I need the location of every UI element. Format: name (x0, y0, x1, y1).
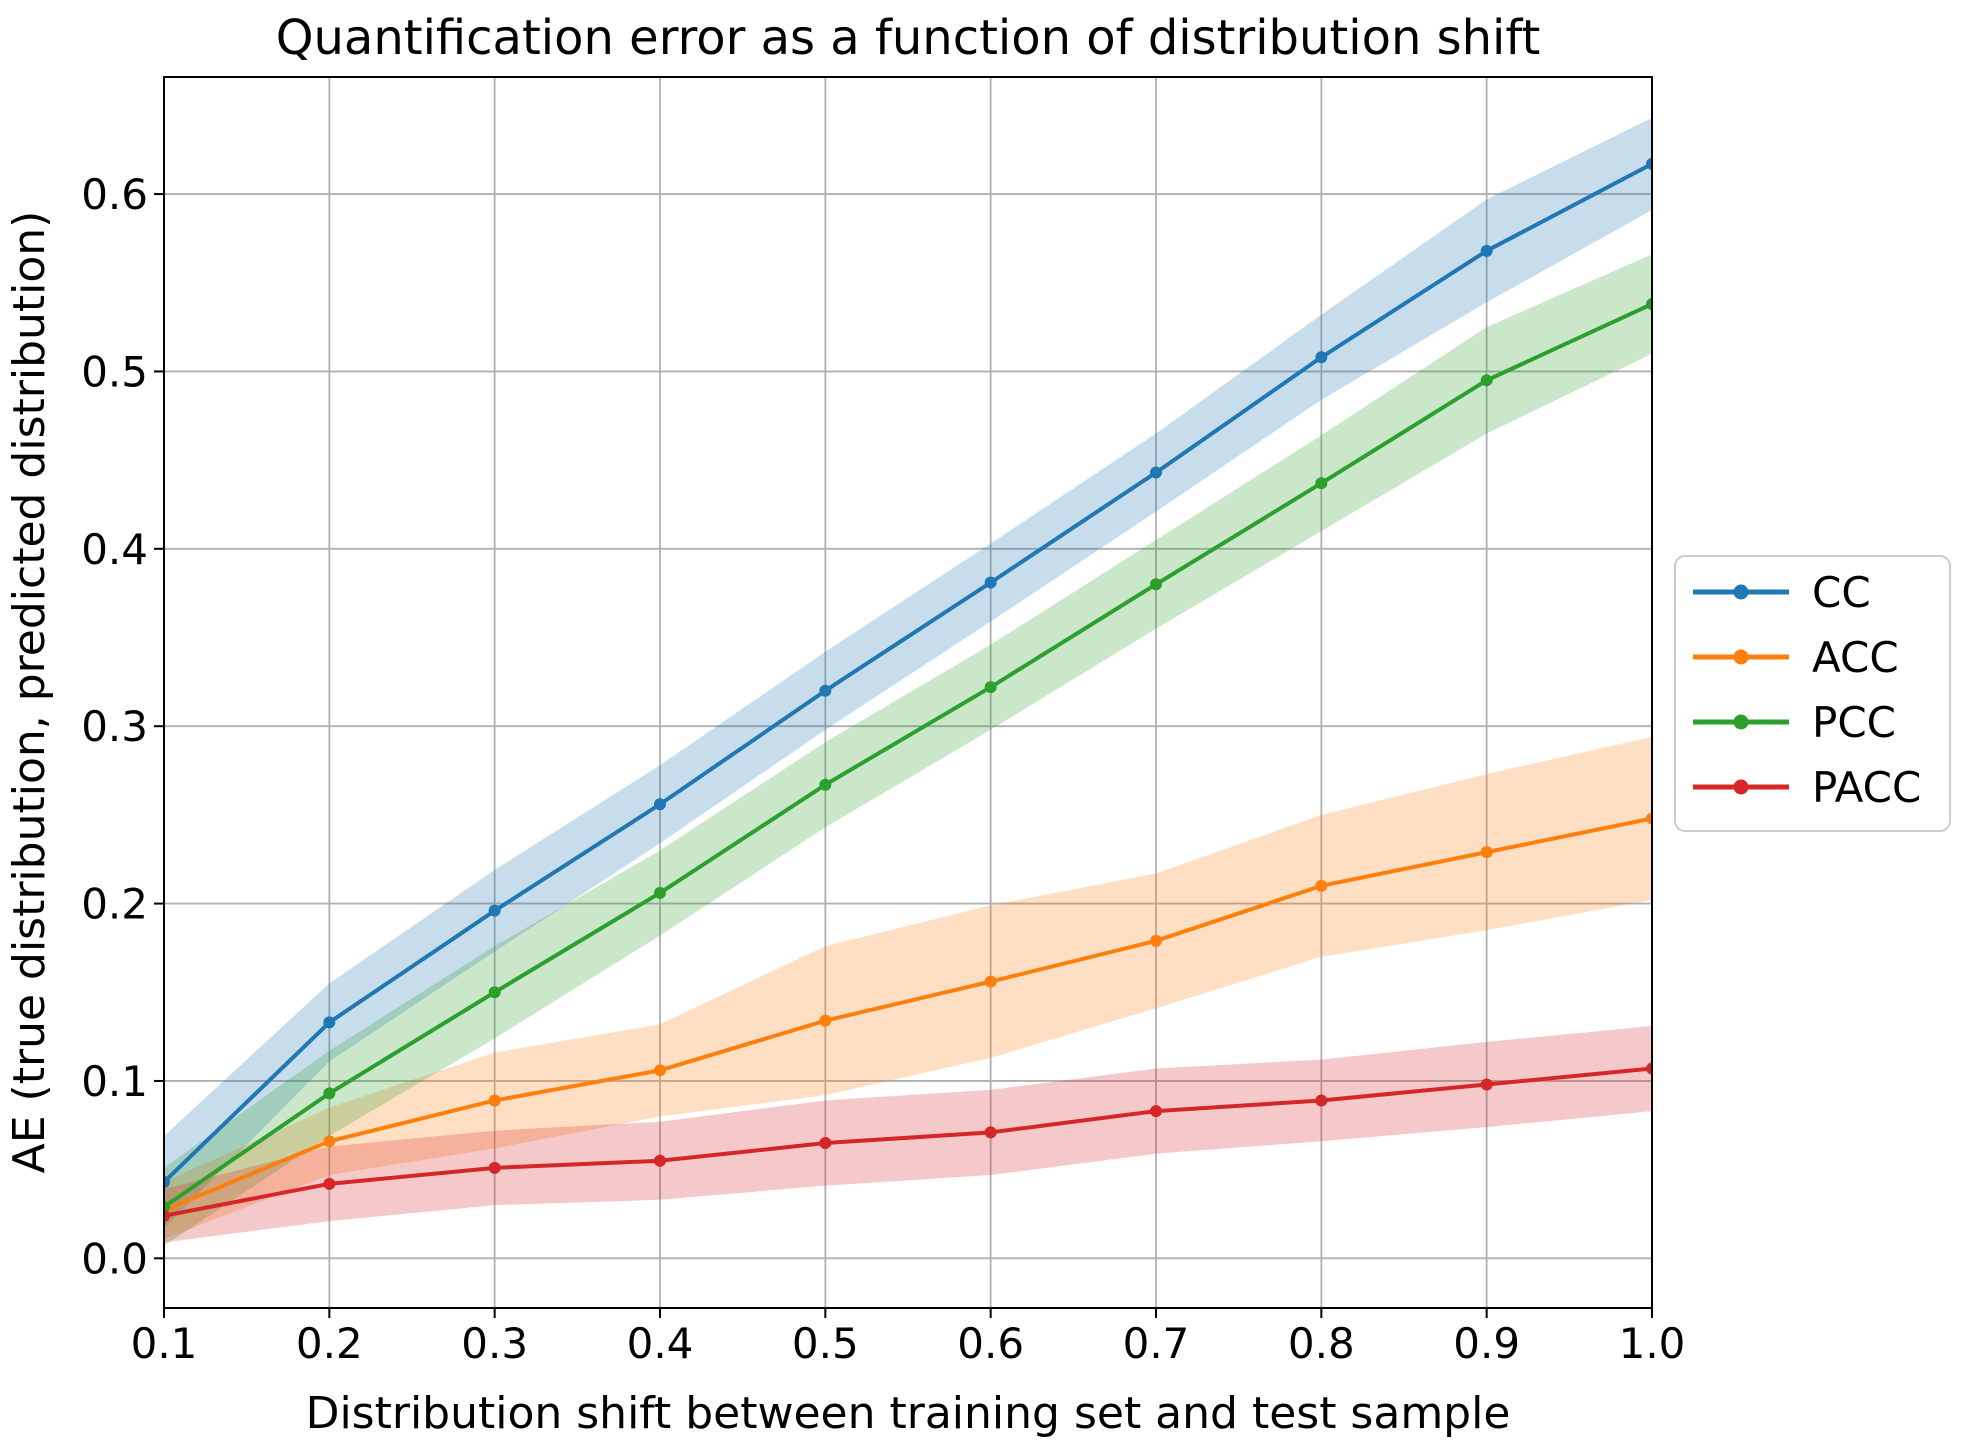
data-point-pacc (323, 1177, 336, 1190)
data-point-pacc (1646, 1062, 1652, 1075)
data-point-pcc (1646, 298, 1652, 311)
series-pacc (164, 1062, 1652, 1222)
x-tick-label: 0.4 (627, 1319, 694, 1368)
plot-border (163, 76, 1653, 1309)
legend-entry-cc: CC (1693, 568, 1871, 617)
y-axis-label: AE (true distribution, predicted distrib… (4, 211, 55, 1174)
data-point-acc (984, 975, 997, 988)
data-point-cc (1480, 244, 1493, 257)
legend-entry-pcc: PCC (1693, 698, 1896, 747)
legend-box (1674, 555, 1951, 832)
confidence-band-pcc (164, 254, 1652, 1246)
y-tick-label: 0.2 (81, 880, 148, 929)
data-point-cc (1646, 157, 1652, 170)
data-point-pcc (654, 886, 666, 899)
confidence-band-pacc (164, 1025, 1652, 1243)
data-point-pcc (1315, 477, 1328, 490)
y-tick-label: 0.1 (81, 1057, 148, 1106)
data-point-pcc (1150, 578, 1162, 591)
data-point-cc (323, 1016, 336, 1029)
x-tick-label: 1.0 (1619, 1319, 1686, 1368)
axis-ticks (154, 193, 1653, 1318)
x-tick-label: 0.2 (296, 1319, 363, 1368)
data-point-pcc (323, 1087, 336, 1100)
x-tick-label: 0.7 (1123, 1319, 1190, 1368)
legend-entry-acc: ACC (1693, 633, 1899, 682)
series-cc (164, 157, 1652, 1189)
plot-frame (163, 76, 1653, 1309)
legend-marker (1733, 649, 1749, 665)
legend-marker (1733, 584, 1749, 600)
data-point-pacc (984, 1126, 997, 1139)
data-point-pcc (1480, 374, 1493, 387)
legend-label: PACC (1812, 763, 1921, 812)
data-point-acc (1480, 846, 1493, 859)
series-line-pcc (164, 302, 1652, 1209)
y-tick-label: 0.4 (81, 525, 148, 574)
data-point-acc (1315, 879, 1328, 892)
legend-marker (1733, 714, 1749, 730)
legend-label: PCC (1812, 698, 1896, 747)
data-point-cc (819, 684, 832, 697)
data-point-acc (1646, 812, 1652, 825)
y-tick-label: 0.3 (81, 702, 148, 751)
x-tick-label: 0.6 (957, 1319, 1024, 1368)
data-point-pcc (819, 778, 832, 791)
x-axis-label: Distribution shift between training set … (306, 1388, 1511, 1439)
data-point-pcc (164, 1200, 170, 1213)
data-point-cc (164, 1176, 170, 1189)
legend-label: CC (1812, 568, 1871, 617)
legend-marker (1733, 779, 1749, 795)
y-tick-label: 0.0 (81, 1234, 148, 1283)
data-point-acc (654, 1064, 666, 1077)
legend-label: ACC (1812, 633, 1899, 682)
data-point-pacc (654, 1154, 666, 1167)
x-tick-label: 0.1 (131, 1319, 198, 1368)
x-tick-label: 0.9 (1453, 1319, 1520, 1368)
chart-title: Quantification error as a function of di… (276, 10, 1541, 66)
y-tick-label: 0.6 (81, 170, 148, 219)
x-tick-label: 0.3 (461, 1319, 528, 1368)
series-pcc (164, 298, 1652, 1213)
x-tick-label: 0.8 (1288, 1319, 1355, 1368)
data-point-pacc (488, 1161, 501, 1174)
confidence-bands (164, 117, 1652, 1246)
confidence-band-cc (164, 117, 1652, 1229)
data-point-pcc (488, 986, 501, 999)
legend: CC ACC PCC PACC (1674, 555, 1951, 832)
series-line-acc (164, 816, 1652, 1213)
data-point-pcc (984, 681, 997, 694)
data-point-cc (654, 798, 666, 811)
series-line-cc (164, 161, 1652, 1185)
series-lines (164, 157, 1652, 1222)
data-point-pacc (819, 1137, 832, 1150)
data-point-cc (1315, 351, 1328, 364)
x-tick-label: 0.5 (792, 1319, 859, 1368)
confidence-band-acc (164, 736, 1652, 1239)
data-point-pacc (1480, 1078, 1493, 1091)
data-point-cc (1150, 466, 1162, 479)
data-point-cc (488, 904, 501, 917)
y-tick-label: 0.5 (81, 347, 148, 396)
series-line-pacc (164, 1066, 1652, 1218)
data-point-acc (488, 1094, 501, 1107)
tick-labels: 0.1 0.2 0.3 0.4 0.5 0.6 0.7 0.8 0.9 1.0 0.0 0.1 0.2 0… (81, 170, 1685, 1368)
data-point-cc (984, 576, 997, 589)
data-point-pacc (1150, 1105, 1162, 1118)
legend-entry-pacc: PACC (1693, 763, 1921, 812)
data-point-pacc (1315, 1094, 1328, 1107)
data-point-acc (323, 1135, 336, 1148)
data-point-pacc (164, 1209, 170, 1222)
data-point-acc (819, 1014, 832, 1027)
data-point-acc (1150, 934, 1162, 947)
